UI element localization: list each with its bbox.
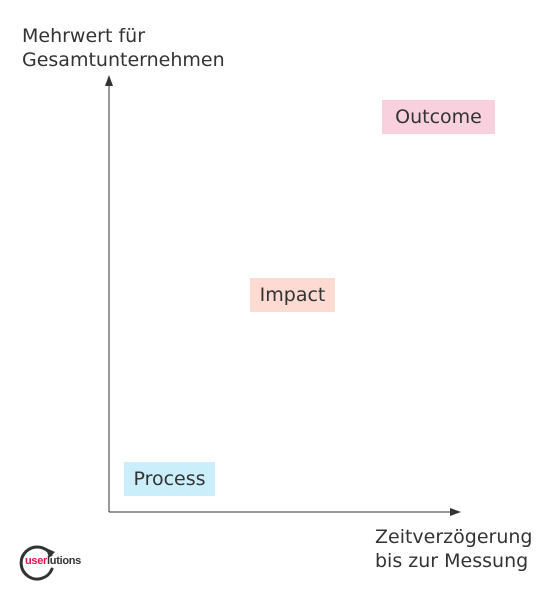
x-axis-label-line-2: bis zur Messung bbox=[375, 550, 529, 572]
logo-ring-icon bbox=[19, 545, 55, 581]
logo-wordmark-part-b: lutions bbox=[47, 555, 81, 567]
x-axis-label-line-1: Zeitverzögerung bbox=[375, 526, 533, 548]
y-axis-arrowhead bbox=[105, 75, 113, 86]
y-axis-label: Mehrwert für Gesamtunternehmen bbox=[22, 24, 225, 72]
y-axis-label-line-2: Gesamtunternehmen bbox=[22, 49, 225, 71]
x-axis-label: Zeitverzögerung bis zur Messung bbox=[375, 525, 532, 573]
impact-box: Impact bbox=[250, 278, 335, 312]
logo-wordmark-part-a: user bbox=[25, 555, 48, 567]
process-box: Process bbox=[124, 462, 215, 496]
logo-wordmark: userlutions bbox=[25, 555, 81, 567]
outcome-box: Outcome bbox=[382, 100, 495, 134]
y-axis-label-line-1: Mehrwert für bbox=[22, 25, 146, 47]
userlutions-logo: userlutions bbox=[18, 543, 108, 581]
x-axis-arrowhead bbox=[450, 508, 461, 516]
